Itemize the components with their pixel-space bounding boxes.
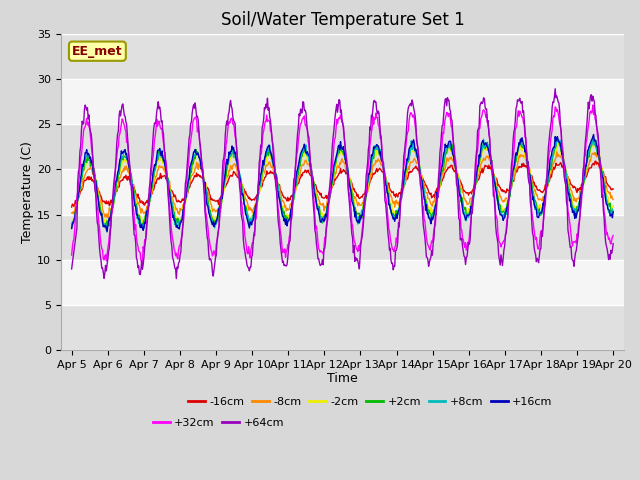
Line: -2cm: -2cm <box>72 143 613 227</box>
+16cm <box>409 140 417 145</box>
+64cm <box>218 192 225 198</box>
+8cm <box>189 156 196 162</box>
+32cm <box>68 252 76 258</box>
-2cm <box>77 179 85 185</box>
+16cm <box>589 132 597 137</box>
-16cm <box>77 188 85 193</box>
-16cm <box>68 204 76 210</box>
+16cm <box>68 226 76 231</box>
Bar <box>61 34 624 79</box>
+8cm <box>77 176 85 181</box>
+8cm <box>102 228 110 233</box>
-8cm <box>77 184 85 190</box>
-8cm <box>189 171 196 177</box>
-2cm <box>68 224 76 229</box>
-8cm <box>104 215 111 220</box>
+8cm <box>425 213 433 218</box>
+8cm <box>68 221 76 227</box>
+8cm <box>409 140 417 146</box>
Line: +64cm: +64cm <box>72 89 613 278</box>
+2cm <box>408 145 416 151</box>
+32cm <box>138 260 145 265</box>
Line: -8cm: -8cm <box>72 152 613 217</box>
+16cm <box>425 215 433 221</box>
-2cm <box>217 210 225 216</box>
-16cm <box>609 186 617 192</box>
+2cm <box>424 211 432 217</box>
+64cm <box>133 257 141 263</box>
-2cm <box>133 210 141 216</box>
X-axis label: Time: Time <box>327 372 358 384</box>
-2cm <box>424 204 432 209</box>
+8cm <box>218 197 225 203</box>
Y-axis label: Temperature (C): Temperature (C) <box>21 141 34 243</box>
-8cm <box>134 201 141 207</box>
-2cm <box>609 203 617 208</box>
-8cm <box>553 149 561 155</box>
+2cm <box>609 209 617 215</box>
-8cm <box>425 196 433 202</box>
+2cm <box>188 159 196 165</box>
+8cm <box>554 136 561 142</box>
Text: EE_met: EE_met <box>72 45 123 58</box>
+64cm <box>68 266 76 272</box>
+32cm <box>189 119 196 125</box>
+2cm <box>133 206 141 212</box>
+32cm <box>609 233 617 239</box>
+64cm <box>77 128 85 133</box>
Line: +32cm: +32cm <box>72 105 613 263</box>
+2cm <box>217 206 225 212</box>
-8cm <box>218 194 225 200</box>
+32cm <box>589 102 596 108</box>
-16cm <box>424 186 432 192</box>
+2cm <box>68 226 76 231</box>
-16cm <box>217 194 225 200</box>
+16cm <box>609 209 617 215</box>
Title: Soil/Water Temperature Set 1: Soil/Water Temperature Set 1 <box>221 11 464 29</box>
Bar <box>61 124 624 169</box>
-16cm <box>408 168 416 174</box>
Bar <box>61 215 624 260</box>
+64cm <box>173 276 180 281</box>
+32cm <box>133 240 141 246</box>
-8cm <box>409 159 417 165</box>
+2cm <box>77 177 85 183</box>
-16cm <box>591 158 599 164</box>
+32cm <box>425 243 433 249</box>
Line: +8cm: +8cm <box>72 139 613 230</box>
+64cm <box>551 86 559 92</box>
+64cm <box>189 105 196 111</box>
Bar <box>61 305 624 350</box>
+8cm <box>134 213 141 219</box>
-16cm <box>188 179 196 184</box>
-16cm <box>133 194 141 200</box>
-8cm <box>609 197 617 203</box>
+16cm <box>103 229 111 235</box>
Line: -16cm: -16cm <box>72 161 613 207</box>
Line: +16cm: +16cm <box>72 134 613 232</box>
+64cm <box>425 264 433 269</box>
+16cm <box>218 194 225 200</box>
-2cm <box>554 140 562 146</box>
Legend: +32cm, +64cm: +32cm, +64cm <box>148 413 289 432</box>
+32cm <box>409 114 417 120</box>
-2cm <box>188 165 196 171</box>
+32cm <box>218 193 225 199</box>
+64cm <box>609 240 617 246</box>
+8cm <box>609 209 617 215</box>
+16cm <box>134 215 141 221</box>
Line: +2cm: +2cm <box>72 137 613 228</box>
-2cm <box>408 148 416 154</box>
+2cm <box>589 134 596 140</box>
+32cm <box>77 152 85 158</box>
+64cm <box>409 100 417 106</box>
+16cm <box>77 170 85 176</box>
-8cm <box>68 210 76 216</box>
+16cm <box>189 153 196 159</box>
